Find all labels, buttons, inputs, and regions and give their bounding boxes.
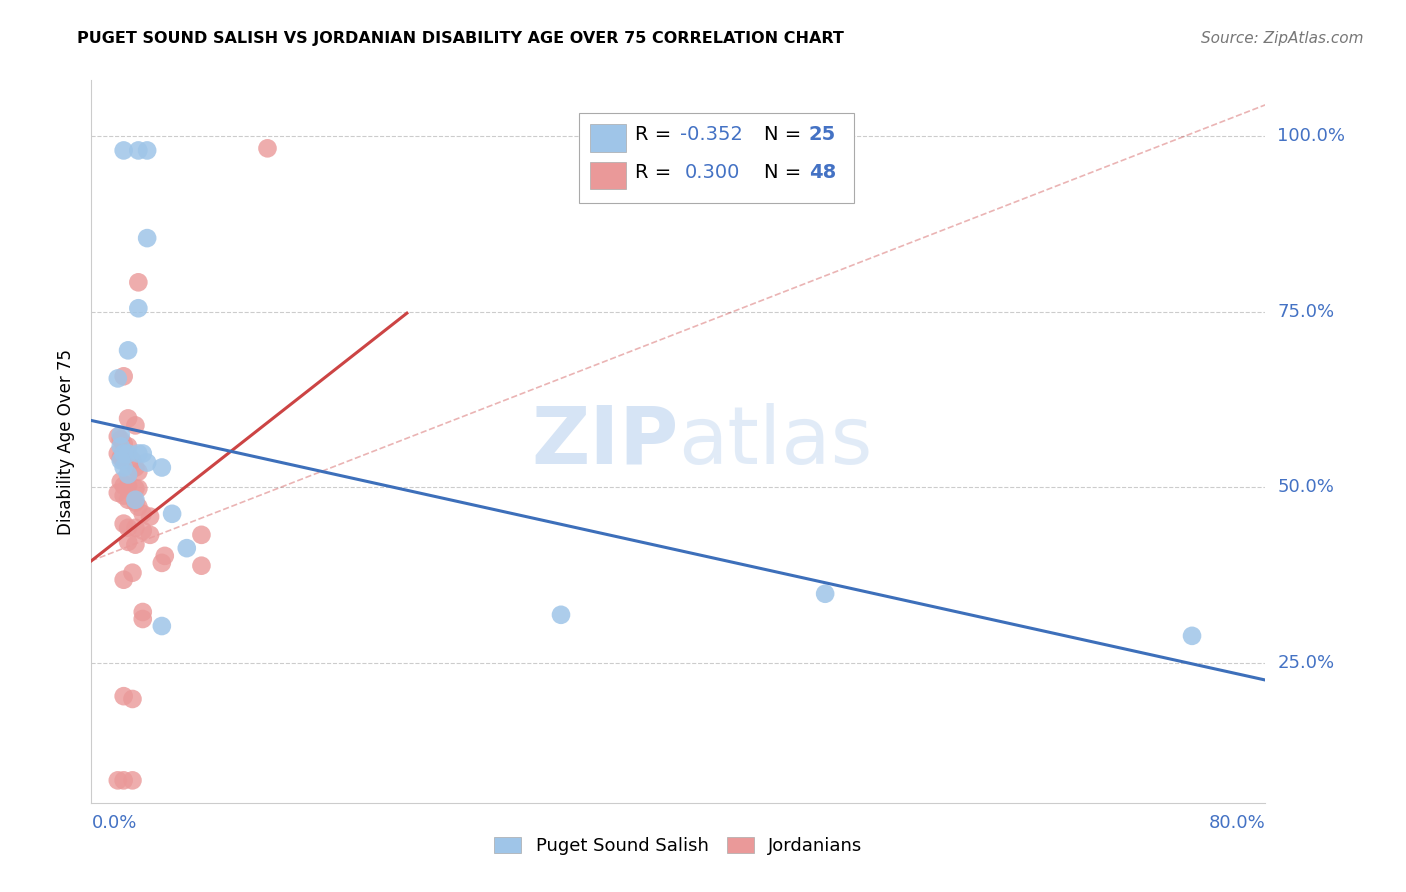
Point xyxy=(139,528,162,542)
Point xyxy=(107,429,129,443)
Point xyxy=(112,479,135,493)
Point xyxy=(136,456,159,470)
Point xyxy=(127,446,149,460)
Point xyxy=(150,460,173,475)
Point xyxy=(176,541,198,556)
Point xyxy=(112,460,135,475)
Point xyxy=(117,411,139,425)
Legend: Puget Sound Salish, Jordanians: Puget Sound Salish, Jordanians xyxy=(486,830,870,863)
Text: 80.0%: 80.0% xyxy=(1209,814,1265,831)
Point xyxy=(112,489,135,503)
Point xyxy=(110,453,132,467)
Text: R =: R = xyxy=(636,162,683,182)
Point xyxy=(136,231,159,245)
Point xyxy=(132,612,155,626)
Point xyxy=(256,141,278,155)
Point xyxy=(132,507,155,521)
Point xyxy=(127,275,149,289)
Point xyxy=(124,495,146,509)
Point xyxy=(112,144,135,158)
Point xyxy=(814,587,837,601)
Point xyxy=(150,556,173,570)
Text: R =: R = xyxy=(636,125,678,144)
Text: 0.300: 0.300 xyxy=(685,162,740,182)
Point xyxy=(124,418,146,433)
Point xyxy=(112,689,135,703)
Point xyxy=(110,427,132,442)
Point xyxy=(160,507,183,521)
Point xyxy=(107,446,129,460)
Point xyxy=(139,509,162,524)
Text: 0.0%: 0.0% xyxy=(91,814,136,831)
Point xyxy=(124,482,146,496)
Point xyxy=(110,450,132,465)
Point xyxy=(112,446,135,460)
Point xyxy=(117,440,139,454)
Point xyxy=(112,516,135,531)
Text: N =: N = xyxy=(763,125,807,144)
Point xyxy=(132,446,155,460)
Point xyxy=(124,538,146,552)
Point xyxy=(112,773,135,788)
Point xyxy=(550,607,572,622)
Point xyxy=(121,773,143,788)
Point xyxy=(127,482,149,496)
Point xyxy=(127,500,149,514)
Point xyxy=(190,558,212,573)
Text: 25.0%: 25.0% xyxy=(1277,654,1334,672)
Text: 25: 25 xyxy=(808,125,837,144)
Text: atlas: atlas xyxy=(678,402,873,481)
Point xyxy=(124,521,146,535)
Point xyxy=(127,301,149,316)
Bar xyxy=(579,112,855,203)
Point xyxy=(112,436,135,450)
Point xyxy=(121,566,143,580)
Point xyxy=(124,460,146,475)
Text: -0.352: -0.352 xyxy=(679,125,742,144)
Text: ZIP: ZIP xyxy=(531,402,678,481)
Point xyxy=(127,144,149,158)
Point xyxy=(117,343,139,358)
Point xyxy=(110,433,132,447)
Point xyxy=(117,492,139,507)
Text: PUGET SOUND SALISH VS JORDANIAN DISABILITY AGE OVER 75 CORRELATION CHART: PUGET SOUND SALISH VS JORDANIAN DISABILI… xyxy=(77,31,844,46)
Point xyxy=(107,773,129,788)
Text: N =: N = xyxy=(763,162,807,182)
Point xyxy=(121,453,143,467)
Point xyxy=(117,521,139,535)
Text: 48: 48 xyxy=(808,162,837,182)
Point xyxy=(112,453,135,467)
Point xyxy=(117,479,139,493)
Point xyxy=(107,485,129,500)
Point xyxy=(136,144,159,158)
Text: 100.0%: 100.0% xyxy=(1277,128,1346,145)
Point xyxy=(1181,629,1204,643)
Point xyxy=(107,371,129,385)
Point xyxy=(132,605,155,619)
Point xyxy=(117,467,139,482)
Point xyxy=(153,549,176,563)
Point xyxy=(127,465,149,479)
Point xyxy=(112,369,135,384)
Text: 50.0%: 50.0% xyxy=(1277,478,1334,496)
Point xyxy=(124,492,146,507)
Point xyxy=(110,440,132,454)
Point xyxy=(117,534,139,549)
Bar xyxy=(591,162,626,189)
Point xyxy=(132,524,155,538)
Point xyxy=(117,467,139,482)
Y-axis label: Disability Age Over 75: Disability Age Over 75 xyxy=(58,349,76,534)
Text: 75.0%: 75.0% xyxy=(1277,302,1334,321)
Point xyxy=(110,475,132,489)
Bar xyxy=(591,124,626,152)
Point xyxy=(121,692,143,706)
Point xyxy=(190,528,212,542)
Point xyxy=(117,446,139,460)
Point xyxy=(112,573,135,587)
Point xyxy=(150,619,173,633)
Text: Source: ZipAtlas.com: Source: ZipAtlas.com xyxy=(1201,31,1364,46)
